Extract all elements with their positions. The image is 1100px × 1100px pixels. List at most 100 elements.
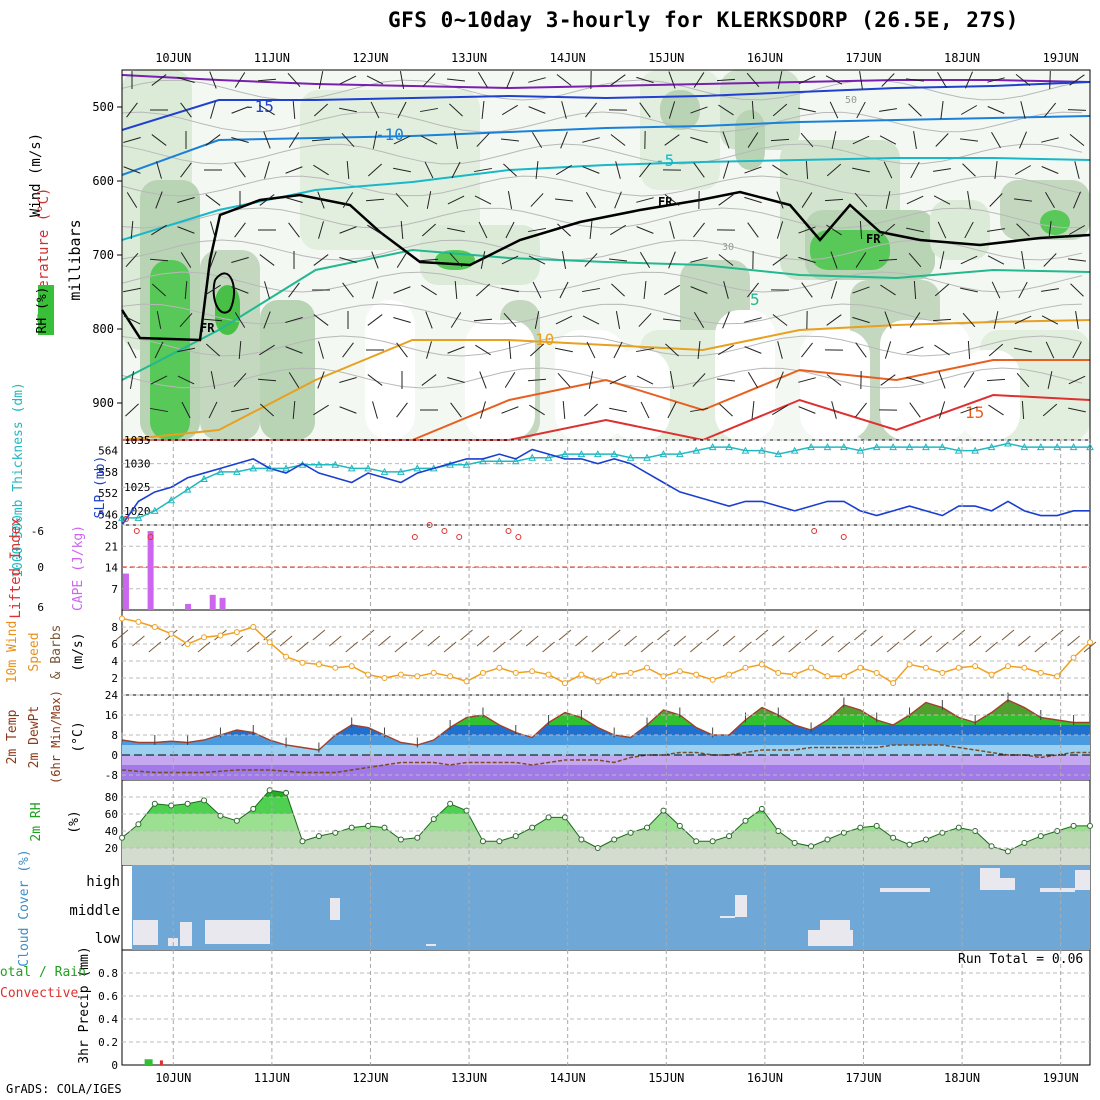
wind-point — [1087, 639, 1093, 646]
rh-colorbar — [38, 285, 54, 335]
wind-point — [250, 624, 257, 630]
wind-point — [840, 673, 847, 680]
wind-barb-35 — [689, 641, 703, 653]
upper-barb — [987, 106, 1005, 114]
upper-barb — [668, 101, 676, 119]
upper-barb — [826, 314, 842, 326]
rh-tick-80: 80 — [105, 791, 118, 804]
wind-point — [496, 664, 503, 671]
slp-tick-1020: 1020 — [124, 505, 151, 518]
wind-point — [365, 671, 372, 678]
upper-barb — [693, 72, 705, 88]
upper-barb — [636, 375, 654, 385]
wind-barb-46 — [870, 635, 884, 647]
cape-ylabel-right: CAPE (J/kg) — [71, 525, 86, 611]
rh-point — [676, 822, 683, 829]
wind-point — [922, 664, 929, 671]
precip-tick-0: 0 — [111, 1059, 118, 1072]
thickness-point — [233, 467, 241, 475]
upper-barb — [396, 342, 408, 358]
upper-barb — [614, 191, 622, 209]
upper-barb — [318, 221, 324, 239]
upper-barb — [908, 103, 922, 117]
rh-point — [512, 833, 519, 840]
upper-barb — [960, 287, 978, 293]
upper-barb — [747, 372, 759, 388]
upper-barb — [287, 72, 301, 88]
thickness-point — [249, 464, 258, 472]
rh-point — [315, 833, 322, 840]
upper-barb — [798, 107, 816, 113]
upper-barb — [177, 347, 195, 353]
upper-barb — [880, 223, 896, 237]
wind-point — [1004, 663, 1011, 670]
wind-point — [758, 661, 765, 668]
precip-tick-2: 0.4 — [98, 1013, 118, 1026]
wind-barb-38 — [739, 641, 752, 653]
upper-barb — [234, 312, 246, 328]
upper-barb — [151, 283, 167, 297]
rh-point — [430, 816, 437, 823]
upper-barb — [399, 71, 405, 89]
upper-barb — [884, 311, 892, 329]
thickness-point — [183, 485, 192, 493]
temp-contour-0 — [121, 74, 1091, 90]
upper-barb — [664, 134, 680, 146]
upper-barb — [991, 131, 1001, 149]
upper-barb — [393, 317, 411, 323]
cloud-block-11 — [980, 868, 1000, 890]
upper-barb — [421, 374, 437, 386]
upper-barb — [909, 402, 921, 418]
thickness-point — [659, 450, 668, 458]
wind-barb-32 — [640, 641, 654, 653]
thickness-point — [954, 446, 963, 454]
upper-barb — [339, 377, 357, 383]
wind-point — [233, 629, 240, 636]
upper-barb — [910, 161, 920, 179]
upper-barb — [718, 104, 734, 116]
rh-point — [611, 836, 618, 843]
upper-barb — [830, 281, 838, 299]
upper-barb — [1074, 161, 1080, 179]
upper-barb — [447, 227, 465, 233]
upper-barb — [586, 341, 596, 359]
thk-tick-558: 558 — [98, 466, 118, 479]
upper-barb — [450, 402, 462, 418]
li-tick-2: -6 — [31, 525, 44, 538]
thickness-point — [610, 450, 619, 458]
wind-point — [775, 669, 782, 676]
upper-barb — [393, 167, 411, 173]
temp-contour-1 — [121, 81, 1091, 131]
clear-air-6 — [880, 320, 970, 440]
wind-barb-24 — [509, 629, 523, 641]
thickness-point — [397, 467, 405, 475]
upper-barb — [1018, 281, 1028, 299]
upper-barb — [583, 403, 599, 417]
cloud-level-0: high — [86, 874, 120, 890]
upper-barb — [151, 224, 167, 236]
upper-barb — [776, 371, 784, 389]
upper-barb — [557, 223, 571, 237]
wind-point — [939, 669, 946, 676]
cloud-block-8 — [808, 930, 853, 946]
day-label-bottom-1: 11JUN — [254, 1071, 290, 1085]
temp-band-0 — [122, 765, 1090, 780]
cape-tick-21: 21 — [105, 540, 118, 553]
upper-barb — [527, 378, 547, 382]
upper-barb — [669, 221, 675, 239]
upper-barb — [747, 282, 759, 298]
upper-barb — [986, 378, 1006, 382]
upper-barb — [751, 400, 755, 420]
upper-barb — [582, 137, 600, 143]
temp-ylabel-2: (6hr Min/Max) — [49, 690, 63, 784]
thickness-point — [725, 443, 733, 451]
rh-point — [463, 807, 470, 814]
wind-point — [726, 671, 733, 678]
precip-conv-bar-0 — [159, 1060, 163, 1065]
upper-barb — [1068, 375, 1086, 385]
temp-tick-24: 24 — [105, 689, 119, 702]
day-label-top-3: 13JUN — [451, 51, 487, 65]
thickness-point — [938, 443, 947, 451]
wind-ylabel-3: (m/s) — [71, 632, 86, 671]
upper-barb — [610, 224, 626, 236]
